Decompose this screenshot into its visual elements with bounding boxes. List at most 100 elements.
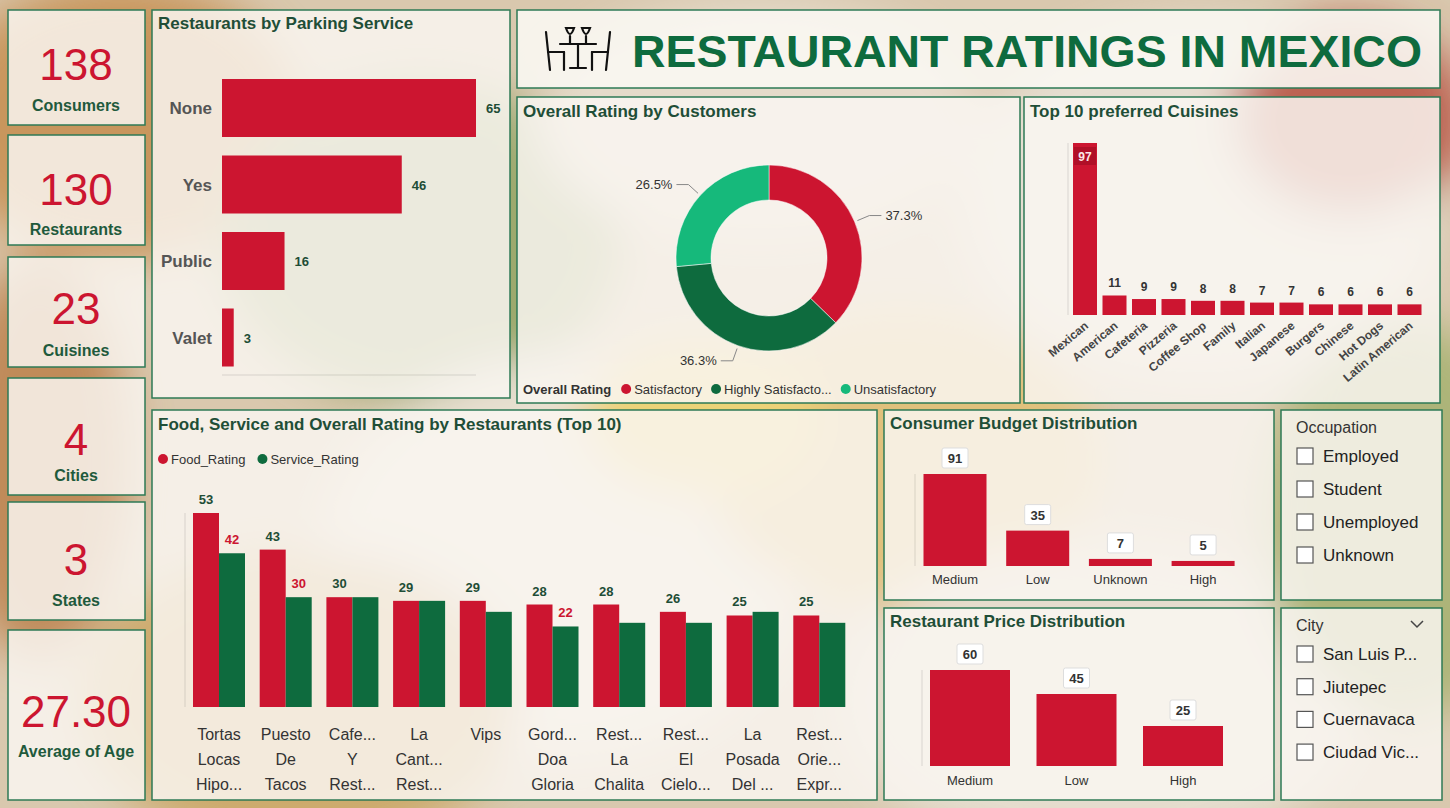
value-axis xyxy=(922,670,923,766)
slicer-item[interactable]: Employed xyxy=(1323,447,1399,466)
value-axis xyxy=(222,375,476,376)
data-label: 28 xyxy=(599,584,613,599)
checkbox[interactable] xyxy=(1297,744,1313,760)
kpi-value: 130 xyxy=(39,165,112,214)
category-label: Coffee Shop xyxy=(1146,319,1209,375)
category-label: LaCant...Rest... xyxy=(396,726,443,793)
kpi-value: 3 xyxy=(64,535,88,584)
bar xyxy=(727,615,753,707)
category-label: Medium xyxy=(932,572,978,587)
icon xyxy=(582,28,590,34)
category-label: LaPosadaDel ... xyxy=(725,726,779,793)
slicer-item[interactable]: Unknown xyxy=(1323,546,1394,565)
bar xyxy=(1073,143,1097,315)
data-label: 29 xyxy=(466,580,480,595)
data-label: 6 xyxy=(1377,285,1384,299)
bar xyxy=(219,553,245,707)
category-label: Rest...ElCielo... xyxy=(661,726,711,793)
kpi-card xyxy=(8,502,145,620)
data-label: 43 xyxy=(265,529,279,544)
slicer-item[interactable]: Cuernavaca xyxy=(1323,710,1415,729)
category-line: Tacos xyxy=(265,776,307,793)
slice xyxy=(769,165,862,323)
data-label: 42 xyxy=(225,532,239,547)
category-label: High xyxy=(1190,572,1217,587)
legend-label: Food_Rating xyxy=(171,452,245,467)
bar xyxy=(1103,295,1127,315)
icon xyxy=(569,36,571,44)
category-line: Locas xyxy=(198,751,241,768)
chart-panel xyxy=(1024,97,1440,403)
bar xyxy=(593,605,619,707)
bar xyxy=(352,597,378,707)
bars xyxy=(1073,143,1422,315)
icon xyxy=(570,67,586,69)
slicer-item[interactable]: Jiutepec xyxy=(1323,678,1387,697)
chart-title: Food, Service and Overall Rating by Rest… xyxy=(158,415,622,434)
kpi-label: Average of Age xyxy=(18,743,134,760)
legend-swatch xyxy=(711,384,721,394)
bars xyxy=(924,474,1235,566)
data-label: 91 xyxy=(948,451,962,466)
dropdown-chevron[interactable] xyxy=(1411,621,1423,627)
bar xyxy=(486,612,512,707)
data-label: 6 xyxy=(1406,285,1413,299)
data-label: 45 xyxy=(1069,671,1083,686)
bar xyxy=(222,156,402,214)
checkbox[interactable] xyxy=(1297,514,1313,530)
slicer-item[interactable]: Ciudad Vic... xyxy=(1323,743,1419,762)
legend-label: Highly Satisfacto... xyxy=(724,382,832,397)
icon xyxy=(548,51,564,53)
bar xyxy=(1339,304,1363,315)
checkbox[interactable] xyxy=(1297,547,1313,563)
kpi-card xyxy=(8,630,145,800)
leader-line xyxy=(721,349,737,361)
category-line: Puesto xyxy=(261,726,311,743)
category-line: Cant... xyxy=(396,751,443,768)
bar xyxy=(527,605,553,707)
checkbox[interactable] xyxy=(1297,679,1313,695)
label-box xyxy=(1190,535,1216,555)
bars xyxy=(222,79,476,367)
chart-title: Restaurants by Parking Service xyxy=(158,14,413,33)
bar xyxy=(193,513,219,707)
chart-panel xyxy=(884,608,1274,800)
bar xyxy=(326,597,352,707)
slicer-item[interactable]: San Luis P... xyxy=(1323,645,1417,664)
category-line: Tortas xyxy=(197,726,241,743)
data-label: 25 xyxy=(799,594,813,609)
bar xyxy=(753,612,779,707)
bar xyxy=(660,612,686,707)
category-line: Expr... xyxy=(797,776,842,793)
background xyxy=(0,0,1450,808)
bar xyxy=(619,623,645,707)
category-label: Rest...Orie...Expr... xyxy=(796,726,842,793)
background xyxy=(0,0,1450,808)
data-label: 5 xyxy=(1199,538,1206,553)
checkbox[interactable] xyxy=(1297,711,1313,727)
leader-line xyxy=(676,185,698,194)
category-line: Rest... xyxy=(396,776,442,793)
slicer-item[interactable]: Unemployed xyxy=(1323,513,1418,532)
slicer-title: Occupation xyxy=(1296,419,1377,436)
checkbox[interactable] xyxy=(1297,448,1313,464)
category-label: High xyxy=(1170,773,1197,788)
checkbox[interactable] xyxy=(1297,646,1313,662)
slicer-item[interactable]: Student xyxy=(1323,480,1382,499)
slicer-panel xyxy=(1281,608,1442,800)
checkbox[interactable] xyxy=(1297,481,1313,497)
kpi-card xyxy=(8,257,145,367)
bar xyxy=(260,550,286,707)
icon xyxy=(592,51,608,53)
kpi-value: 138 xyxy=(39,40,112,89)
category-line: El xyxy=(679,751,693,768)
data-label: 30 xyxy=(291,576,305,591)
data-label: 46 xyxy=(412,178,426,193)
bar xyxy=(819,623,845,707)
bar xyxy=(1037,694,1117,766)
icon xyxy=(563,52,565,70)
kpi-value: 27.30 xyxy=(21,687,131,736)
legend-swatch xyxy=(158,454,168,464)
data-label: 30 xyxy=(332,576,346,591)
category-line: Del ... xyxy=(732,776,774,793)
